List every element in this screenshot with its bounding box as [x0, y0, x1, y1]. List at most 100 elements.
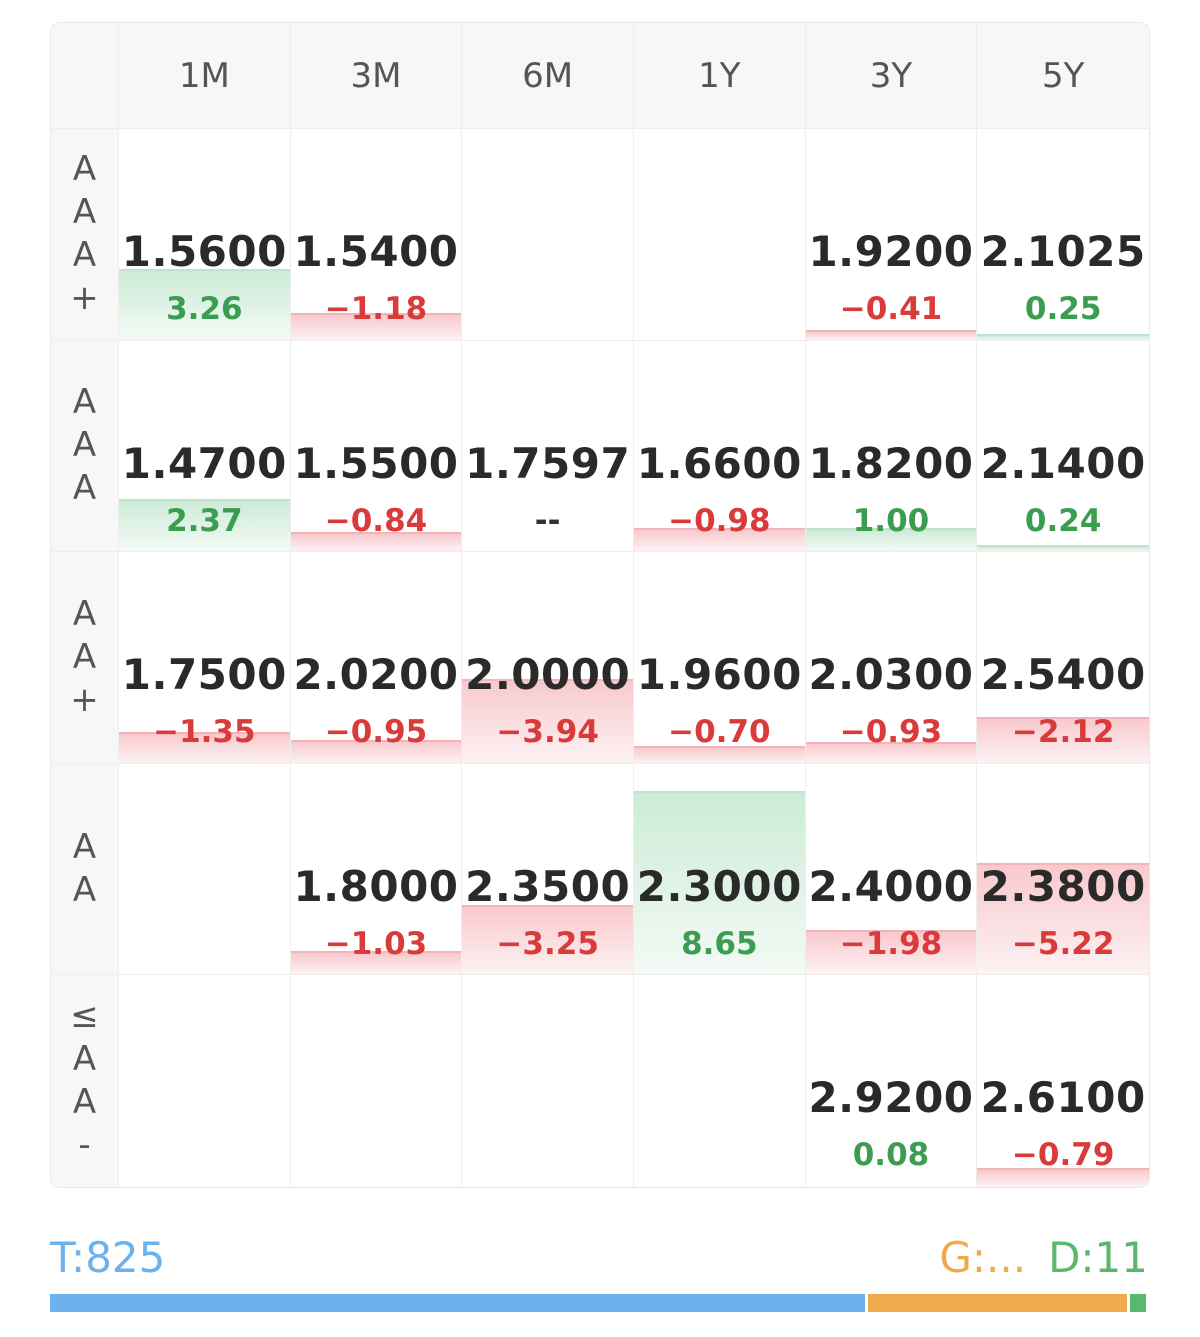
row-header-0[interactable]: A A A + — [51, 129, 119, 341]
yield-cell[interactable]: 1.5600 3.26 — [119, 129, 291, 341]
yield-change: 0.25 — [1024, 291, 1102, 327]
yield-cell[interactable]: 2.4000 −1.98 — [805, 763, 978, 976]
change-bar-down — [977, 1168, 1149, 1187]
column-header-6m[interactable]: 6M — [462, 23, 634, 129]
yield-cell — [119, 763, 291, 976]
yield-cell[interactable]: 2.1025 0.25 — [977, 129, 1149, 341]
yield-change: −0.95 — [324, 714, 428, 751]
yield-rate: 1.5400 — [293, 227, 459, 276]
yield-change: −0.70 — [668, 714, 771, 751]
yield-rate: 2.3800 — [980, 861, 1146, 911]
yield-rate: 1.5600 — [121, 227, 287, 276]
yield-cell — [291, 975, 463, 1187]
change-bar-up — [977, 333, 1149, 340]
yield-cell[interactable]: 2.5400 −2.12 — [977, 552, 1149, 764]
yield-change: −1.03 — [324, 925, 428, 962]
row-header-char: + — [70, 278, 99, 319]
yield-change: −0.98 — [668, 502, 771, 539]
yield-cell[interactable]: 1.7597 -- — [462, 340, 634, 553]
row-header-char: A — [72, 149, 97, 190]
yield-rate: 1.8000 — [293, 861, 459, 911]
yield-cell — [462, 129, 634, 341]
row-header-char: A — [72, 593, 97, 634]
yield-cell[interactable]: 2.6100 −0.79 — [977, 975, 1149, 1187]
change-bar-up — [805, 528, 977, 552]
change-bar-up — [119, 499, 290, 552]
row-header-2[interactable]: A A + — [51, 552, 119, 764]
column-header-1m[interactable]: 1M — [119, 23, 291, 129]
row-header-char: A — [72, 235, 97, 276]
row-header-char: A — [72, 870, 97, 911]
yield-rate: 2.3000 — [636, 861, 802, 911]
yield-cell[interactable]: 1.8000 −1.03 — [290, 763, 463, 976]
change-bar-down — [290, 312, 462, 340]
yield-cell[interactable]: 2.0300 −0.93 — [805, 552, 978, 764]
yield-cell — [462, 975, 634, 1187]
yield-rate: 1.5500 — [293, 438, 459, 488]
change-bar-down — [290, 951, 462, 975]
yield-cell — [634, 129, 806, 341]
yield-rate: 1.9200 — [808, 227, 974, 276]
distribution-bar-t — [50, 1294, 865, 1312]
yield-cell[interactable]: 2.3500 −3.25 — [462, 763, 634, 976]
row-header-char: A — [72, 827, 97, 868]
row-header-4[interactable]: ≤ A A - — [51, 975, 119, 1187]
yield-change: 0.24 — [1024, 502, 1102, 539]
count-legend: G:... D:11 — [939, 1233, 1148, 1282]
yield-cell[interactable]: 2.3800 −5.22 — [977, 764, 1149, 976]
change-bar-down — [634, 528, 805, 552]
yield-change: −1.35 — [153, 714, 256, 751]
yield-cell[interactable]: 1.5500 −0.84 — [290, 340, 463, 553]
change-bar-up — [977, 545, 1149, 552]
change-bar-up — [634, 791, 805, 975]
yield-rate: 1.7500 — [121, 650, 287, 700]
yield-rate: 2.1400 — [980, 438, 1146, 488]
rating-tenor-grid: 1M 3M 6M 1Y 3Y 5Y A A A +1.5600 3.26 1.5400 −1.18 1.9… — [50, 22, 1150, 1188]
yield-rate: 2.6100 — [980, 1073, 1146, 1123]
yield-change: 0.08 — [852, 1137, 930, 1174]
yield-rate: 1.9600 — [636, 650, 802, 700]
row-header-char: A — [72, 636, 97, 677]
yield-rate: 1.8200 — [808, 438, 974, 488]
row-header-char: A — [72, 192, 97, 233]
yield-cell[interactable]: 2.1400 0.24 — [977, 341, 1149, 553]
yield-cell — [634, 975, 806, 1187]
yield-change: -- — [534, 502, 561, 539]
row-header-char: + — [70, 679, 99, 720]
yield-rate: 2.3500 — [465, 861, 631, 911]
column-header-3m[interactable]: 3M — [290, 23, 463, 129]
yield-rate: 2.0300 — [808, 650, 974, 700]
yield-cell[interactable]: 1.5400 −1.18 — [290, 129, 463, 341]
yield-change: −1.18 — [324, 291, 428, 327]
yield-cell[interactable]: 2.0000 −3.94 — [462, 552, 634, 764]
yield-cell[interactable]: 2.9200 0.08 — [806, 975, 978, 1187]
change-bar-down — [805, 930, 977, 975]
grid-corner — [51, 23, 119, 129]
yield-cell[interactable]: 2.3000 8.65 — [634, 763, 806, 976]
change-bar-down — [977, 863, 1149, 975]
change-bar-up — [119, 268, 290, 340]
column-header-3y[interactable]: 3Y — [805, 23, 978, 129]
yield-cell[interactable]: 2.0200 −0.95 — [290, 552, 463, 764]
yield-change: 2.37 — [166, 502, 243, 539]
yield-cell[interactable]: 1.4700 2.37 — [119, 340, 291, 553]
yield-change: 1.00 — [852, 502, 930, 539]
change-bar-down — [119, 731, 290, 763]
yield-rate: 2.0000 — [465, 650, 631, 700]
yield-cell[interactable]: 1.9200 −0.41 — [805, 129, 978, 341]
column-header-1y[interactable]: 1Y — [634, 23, 806, 129]
yield-cell[interactable]: 1.7500 −1.35 — [119, 552, 291, 764]
yield-rate: 2.5400 — [980, 650, 1146, 700]
row-header-char: A — [72, 468, 97, 509]
yield-change: 8.65 — [681, 925, 758, 962]
yield-cell[interactable]: 1.6600 −0.98 — [634, 340, 806, 553]
yield-change: −1.98 — [839, 925, 943, 962]
yield-cell[interactable]: 1.9600 −0.70 — [634, 552, 806, 764]
yield-change: 3.26 — [166, 291, 243, 327]
yield-change: −5.22 — [1011, 925, 1115, 962]
column-header-5y[interactable]: 5Y — [977, 23, 1149, 129]
yield-cell[interactable]: 1.8200 1.00 — [805, 340, 978, 553]
row-header-char: - — [78, 1125, 91, 1166]
